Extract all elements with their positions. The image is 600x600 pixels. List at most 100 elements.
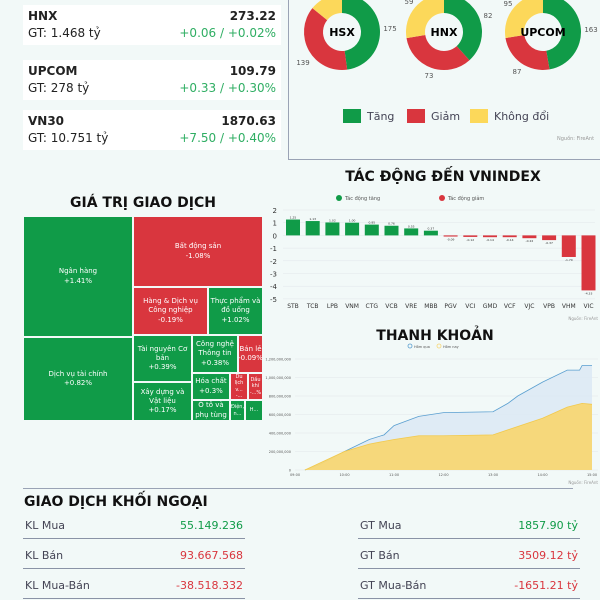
sector-change: +1.41% bbox=[63, 276, 93, 285]
x-tick-label: VCI bbox=[465, 303, 475, 310]
donut-count-label: 59 bbox=[405, 0, 414, 6]
treemap-tile[interactable]: Tài nguyên Cơ bản +0.39% bbox=[133, 335, 192, 382]
index-trade-value: GT: 10.751 tỷ bbox=[28, 131, 109, 145]
treemap-tile[interactable]: Hàng & Dịch vụ Công nghiệp -0.19% bbox=[133, 287, 208, 335]
sector-name: Dịch vụ tài chính bbox=[48, 369, 108, 378]
treemap-tile[interactable]: Bất động sản -1.08% bbox=[133, 216, 263, 287]
index-card-hnx[interactable]: HNX GT: 1.468 tỷ 273.22 +0.06 / +0.02% bbox=[23, 5, 281, 45]
sector-name: Ngân hàng bbox=[58, 267, 98, 276]
treemap-tile[interactable]: Điện, n... bbox=[230, 400, 245, 421]
bar[interactable] bbox=[286, 219, 300, 236]
bar[interactable] bbox=[345, 222, 360, 236]
y-tick-label: 1,200,000,000 bbox=[265, 358, 291, 362]
bar[interactable] bbox=[325, 222, 340, 236]
impact-chart: Tác động tăng Tác động giảm 2 1 0 -1 -2 -3 -4 -5 1… bbox=[270, 195, 598, 321]
index-card-vn30[interactable]: VN30 GT: 10.751 tỷ 1870.63 +7.50 / +0.40… bbox=[23, 110, 281, 150]
bar-value-label: -0.37 bbox=[545, 241, 553, 245]
treemap-tile[interactable]: Ngân hàng +1.41% bbox=[23, 216, 133, 337]
treemap-tile[interactable]: Thực phẩm và đồ uống +1.02% bbox=[208, 287, 263, 335]
y-tick-label: -3 bbox=[270, 271, 277, 279]
bar[interactable] bbox=[463, 235, 478, 237]
sector-name: Điện, n... bbox=[230, 404, 245, 417]
x-tick-label: VPB bbox=[543, 303, 555, 310]
divider bbox=[288, 0, 289, 160]
y-tick-label: -5 bbox=[270, 296, 277, 304]
x-tick-label: VCB bbox=[385, 303, 397, 310]
treemap-tile[interactable]: Dịch vụ tài chính +0.82% bbox=[23, 337, 133, 421]
foreign-label: KL Mua bbox=[25, 519, 66, 532]
bar[interactable] bbox=[305, 221, 320, 236]
sector-name: Tài nguyên Cơ bản bbox=[137, 344, 188, 362]
x-tick-label: VJC bbox=[524, 303, 534, 310]
index-card-upcom[interactable]: UPCOM GT: 278 tỷ 109.79 +0.33 / +0.30% bbox=[23, 60, 281, 100]
bar[interactable] bbox=[443, 235, 458, 237]
x-tick-label: VCF bbox=[504, 303, 516, 310]
source-note: Nguồn: FireAnt bbox=[568, 480, 598, 485]
legend-up: Tăng bbox=[343, 109, 394, 123]
liquidity-title: THANH KHOẢN bbox=[376, 328, 494, 344]
treemap-tile[interactable]: Công nghệ Thông tin +0.38% bbox=[192, 335, 238, 373]
bar-value-label: 1.25 bbox=[290, 216, 297, 220]
line-series bbox=[304, 365, 592, 471]
sector-name: Xây dựng và Vật liệu bbox=[140, 387, 185, 405]
index-name: UPCOM bbox=[28, 64, 78, 78]
foreign-row: GT Mua-Bán -1651.21 tỷ bbox=[358, 573, 580, 599]
index-name: VN30 bbox=[28, 114, 65, 128]
sector-change: -...% bbox=[249, 389, 262, 396]
bar-value-label: -0.14 bbox=[486, 238, 494, 242]
foreign-row: KL Bán 93.667.568 bbox=[23, 543, 245, 569]
bar[interactable] bbox=[542, 235, 557, 241]
bar-value-label: 0.55 bbox=[408, 224, 415, 228]
y-tick-label: -4 bbox=[270, 283, 278, 291]
foreign-label: GT Mua-Bán bbox=[360, 579, 427, 592]
x-tick-label: LPB bbox=[327, 303, 338, 310]
bar[interactable] bbox=[522, 235, 537, 239]
treemap-tile[interactable]: Bán lẻ -0.09% bbox=[238, 335, 263, 373]
treemap-tile[interactable]: Du lịch v... -... bbox=[230, 373, 248, 400]
index-trade-value: GT: 278 tỷ bbox=[28, 81, 90, 95]
bar[interactable] bbox=[364, 224, 379, 236]
donut-count-label: 73 bbox=[425, 72, 434, 80]
treemap-tile[interactable]: H... bbox=[245, 400, 263, 421]
treemap-tile[interactable]: Ô tô và phụ tùng bbox=[192, 400, 230, 421]
donut-slice-down bbox=[304, 8, 348, 71]
bar[interactable] bbox=[581, 235, 596, 291]
treemap-tile[interactable]: Dầu khí -...% bbox=[248, 373, 263, 400]
legend-label: Tác động tăng bbox=[344, 195, 380, 202]
treemap-tile[interactable]: Hóa chất +0.3% bbox=[192, 373, 230, 400]
y-tick-label: -1 bbox=[270, 245, 277, 253]
sector-name: Du lịch v... bbox=[234, 373, 244, 393]
donut-count-label: 95 bbox=[504, 0, 513, 8]
bar[interactable] bbox=[384, 225, 399, 236]
sector-change: +0.3% bbox=[199, 386, 223, 395]
sector-name: Dầu khí bbox=[250, 376, 261, 390]
sector-name: Ô tô và phụ tùng bbox=[195, 401, 227, 419]
donut-slice-up bbox=[342, 0, 380, 70]
donut-slice-up bbox=[444, 0, 482, 61]
bar-value-label: -0.14 bbox=[506, 238, 514, 242]
bar[interactable] bbox=[404, 228, 419, 236]
treemap-tile[interactable]: Xây dựng và Vật liệu +0.17% bbox=[133, 382, 192, 421]
bar-value-label: 1.02 bbox=[329, 218, 336, 222]
y-tick-label: 0 bbox=[289, 469, 291, 473]
donut-slice-flat bbox=[406, 0, 444, 39]
x-tick-label: VIC bbox=[583, 303, 593, 310]
foreign-label: KL Bán bbox=[25, 549, 64, 562]
bar[interactable] bbox=[423, 230, 438, 236]
sector-change: +0.17% bbox=[148, 406, 177, 415]
index-trade-value: GT: 1.468 tỷ bbox=[28, 26, 101, 40]
x-tick-label: 14:00 bbox=[537, 473, 547, 477]
bar-value-label: -4.33 bbox=[585, 291, 593, 295]
sector-change: +0.39% bbox=[148, 363, 177, 372]
sector-name: Công nghệ Thông tin bbox=[196, 340, 234, 358]
donut-count-label: 175 bbox=[383, 25, 396, 33]
sector-change: +1.02% bbox=[221, 315, 250, 324]
y-tick-label: 0 bbox=[273, 232, 277, 240]
source-note: Nguồn: FireAnt bbox=[568, 316, 598, 321]
donut-center-label: HSX bbox=[329, 26, 355, 39]
bar[interactable] bbox=[483, 235, 497, 238]
bar[interactable] bbox=[561, 235, 576, 257]
foreign-row: GT Bán 3509.12 tỷ bbox=[358, 543, 580, 569]
index-value: 1870.63 bbox=[221, 114, 276, 128]
bar[interactable] bbox=[502, 235, 517, 238]
